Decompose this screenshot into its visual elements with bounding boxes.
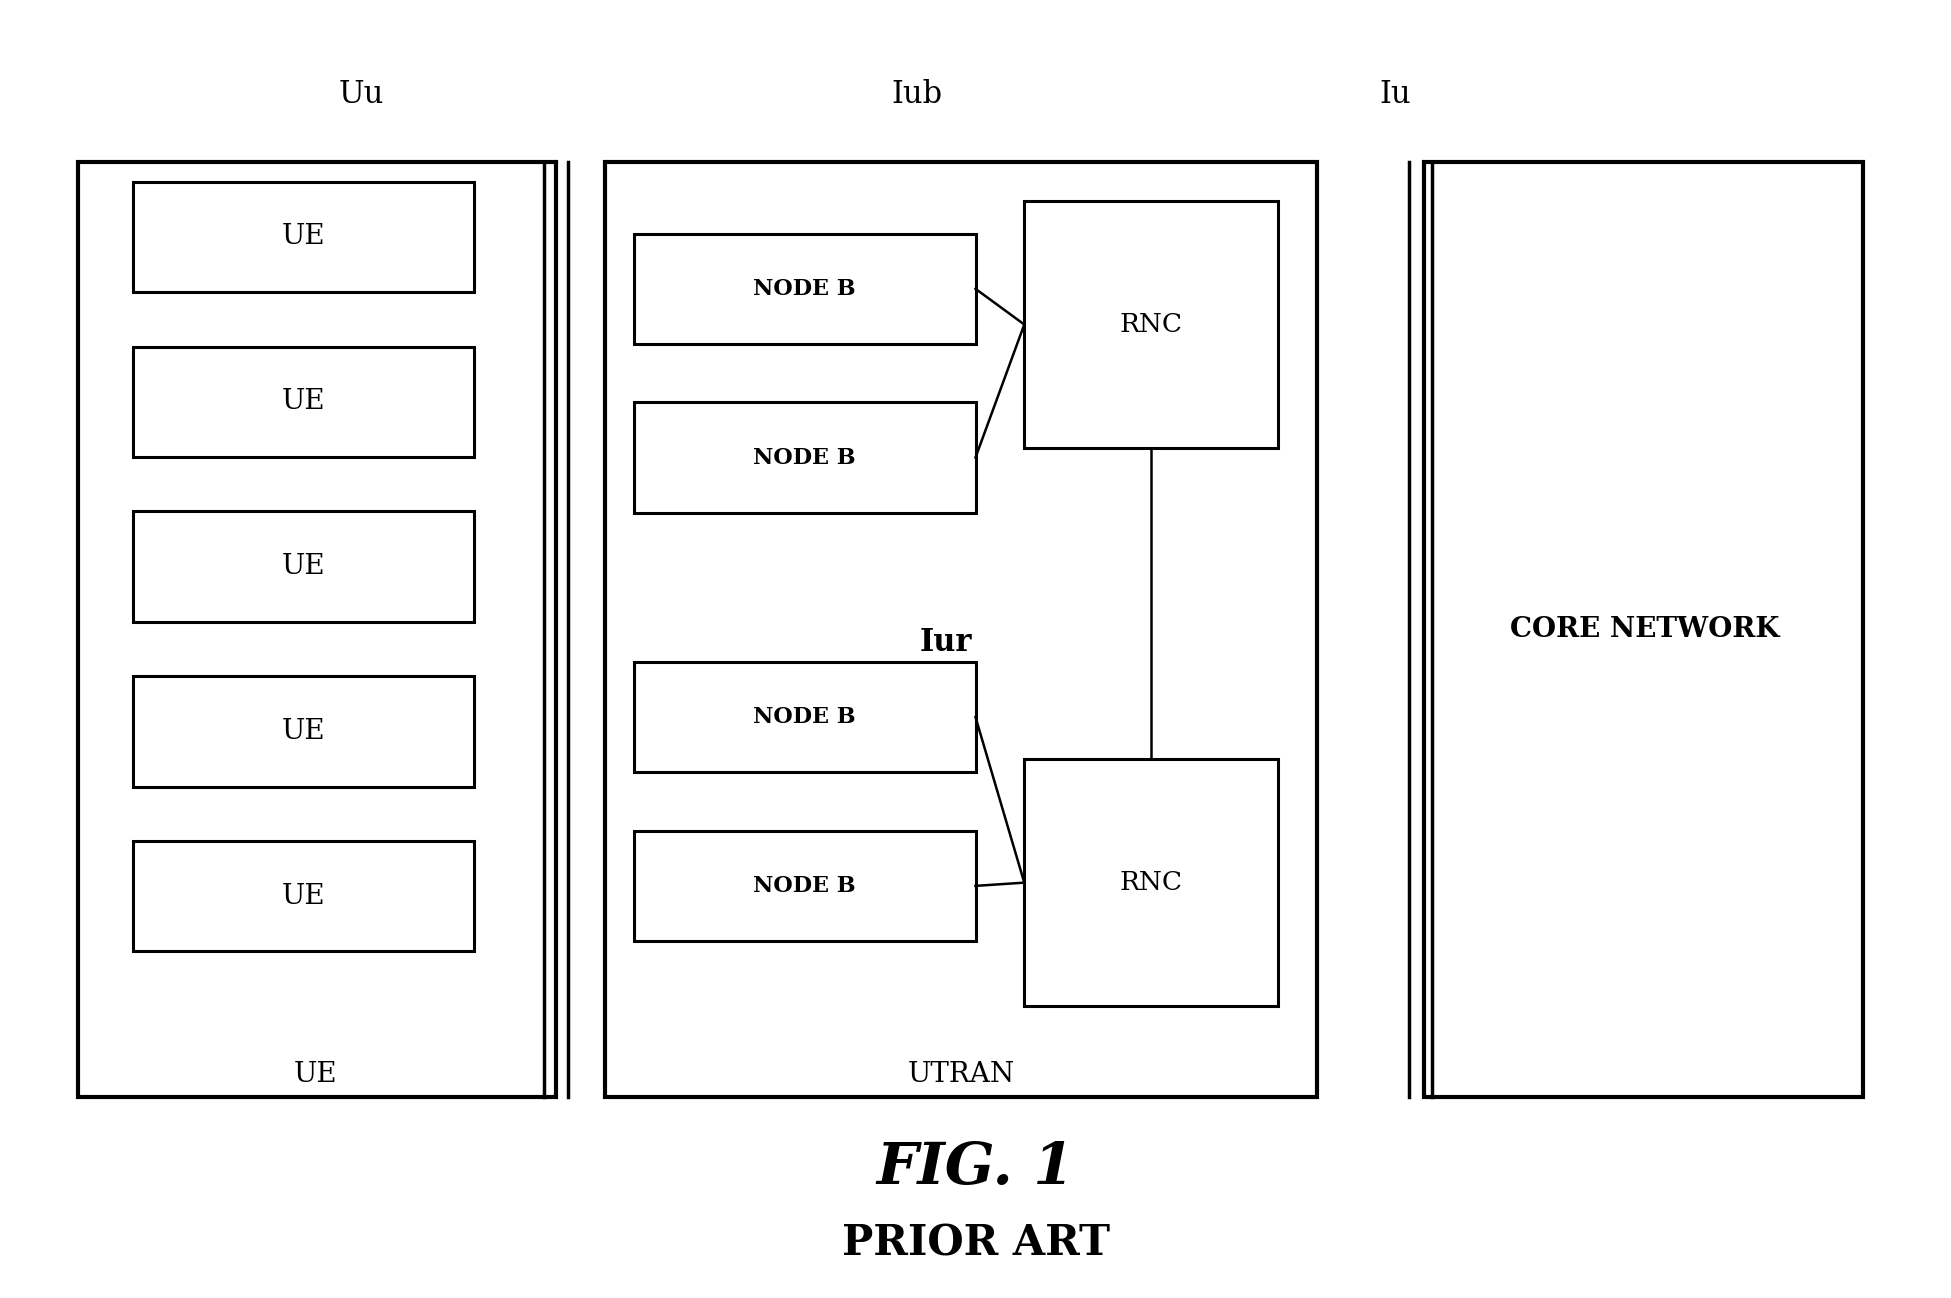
Text: UE: UE [281, 718, 326, 745]
Bar [1024, 201, 1278, 448]
Bar [605, 162, 1317, 1097]
Bar [133, 511, 474, 622]
Bar [634, 402, 976, 513]
Text: NODE B: NODE B [753, 278, 856, 300]
Bar [634, 234, 976, 344]
Bar [133, 676, 474, 787]
Text: UE: UE [281, 883, 326, 910]
Bar [133, 841, 474, 951]
Text: NODE B: NODE B [753, 447, 856, 469]
Text: Iu: Iu [1379, 79, 1411, 110]
Text: Iub: Iub [892, 79, 942, 110]
Text: RNC: RNC [1120, 312, 1182, 337]
Bar [634, 662, 976, 772]
Bar [78, 162, 556, 1097]
Text: FIG. 1: FIG. 1 [876, 1140, 1075, 1197]
Text: UE: UE [295, 1060, 338, 1088]
Bar [634, 831, 976, 941]
Text: NODE B: NODE B [753, 706, 856, 728]
Text: UE: UE [281, 223, 326, 251]
Bar [133, 347, 474, 457]
Bar [1024, 759, 1278, 1006]
Text: RNC: RNC [1120, 870, 1182, 896]
Text: UTRAN: UTRAN [909, 1060, 1015, 1088]
Bar [1424, 162, 1863, 1097]
Text: UE: UE [281, 553, 326, 580]
Text: CORE NETWORK: CORE NETWORK [1510, 617, 1779, 643]
Text: NODE B: NODE B [753, 875, 856, 897]
Text: Iur: Iur [921, 627, 972, 658]
Bar [133, 182, 474, 292]
Text: UE: UE [281, 388, 326, 415]
Text: PRIOR ART: PRIOR ART [841, 1223, 1110, 1264]
Text: Uu: Uu [338, 79, 384, 110]
